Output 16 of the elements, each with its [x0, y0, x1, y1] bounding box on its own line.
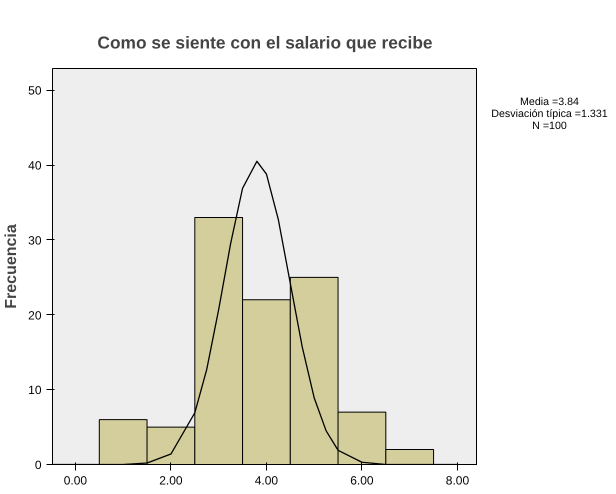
y-tick-label: 40: [28, 158, 42, 173]
text: N =100: [532, 120, 567, 132]
y-tick-label: 20: [28, 308, 42, 322]
y-tick-label: 50: [28, 84, 42, 98]
x-tick-label: 8.00: [446, 474, 470, 488]
y-axis-title: Frecuencia: [3, 224, 20, 309]
text: Media =3.84: [520, 96, 579, 108]
y-tick-label: 10: [28, 383, 42, 398]
x-tick-label: 4.00: [254, 474, 278, 488]
chart-title: Como se siente con el salario que recibe: [97, 32, 433, 52]
x-tick-label: 2.00: [159, 474, 183, 488]
y-tick-label: 0: [34, 458, 42, 472]
y-tick-label: 30: [28, 233, 42, 248]
x-tick-label: 6.00: [350, 474, 374, 488]
x-tick-label: 0.00: [64, 474, 88, 488]
text: Desviación típica =1.331: [491, 108, 608, 120]
